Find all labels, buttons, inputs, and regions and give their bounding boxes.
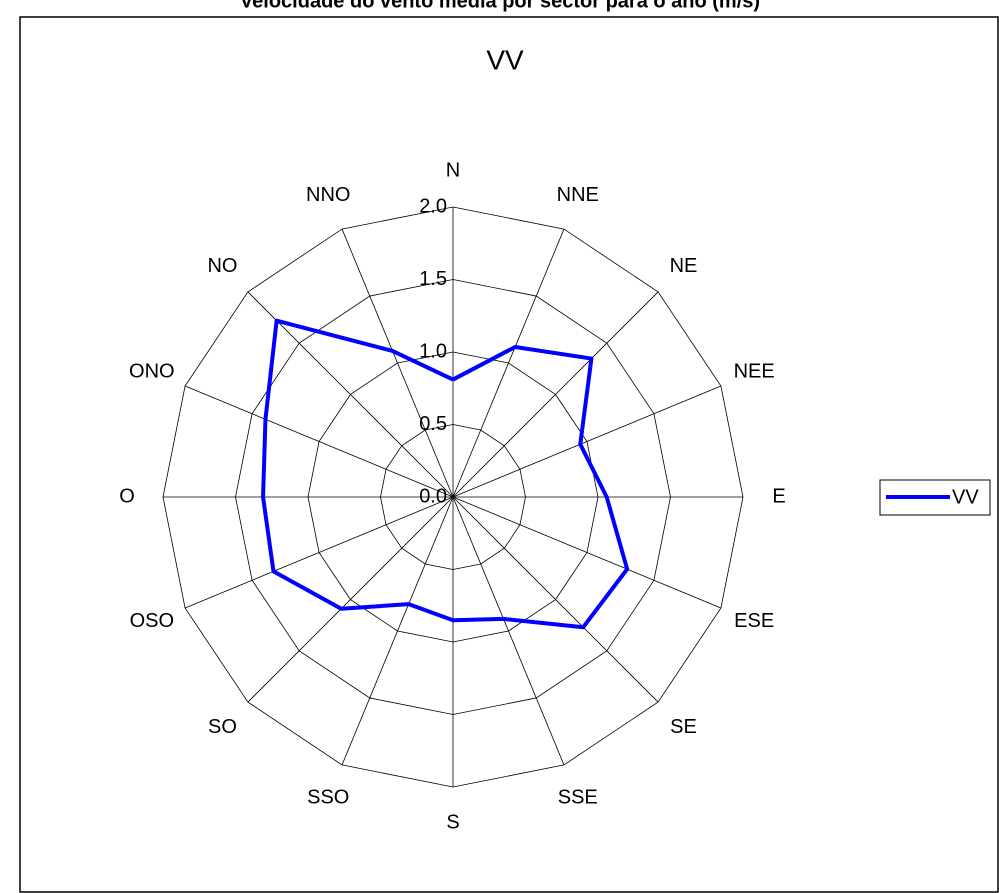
category-label: SO <box>208 716 237 738</box>
spoke <box>247 291 454 498</box>
spoke <box>341 496 454 766</box>
legend-label: VV <box>952 486 979 508</box>
category-label: N <box>446 159 460 181</box>
category-label: NNE <box>557 184 599 206</box>
spoke <box>452 228 565 498</box>
category-label: E <box>772 485 785 507</box>
category-label: ONO <box>129 361 175 383</box>
spoke <box>452 496 565 766</box>
category-label: NEE <box>734 361 775 383</box>
category-label: NE <box>670 255 698 277</box>
category-label: S <box>446 811 459 833</box>
r-tick-label: 0.0 <box>419 485 447 507</box>
category-label: OSO <box>130 610 174 632</box>
category-label: SSE <box>558 786 598 808</box>
category-label: ESE <box>734 610 774 632</box>
spoke <box>184 496 454 609</box>
chart-title: VV <box>486 44 524 75</box>
series-line <box>261 318 630 630</box>
spoke <box>184 385 454 498</box>
category-label: NO <box>207 255 237 277</box>
category-label: NNO <box>306 184 350 206</box>
r-tick-label: 1.0 <box>419 340 447 362</box>
category-label: O <box>119 485 135 507</box>
spoke <box>452 385 722 498</box>
category-label: SSO <box>307 786 349 808</box>
r-tick-label: 1.5 <box>419 268 447 290</box>
r-tick-label: 0.5 <box>419 413 447 435</box>
r-tick-label: 2.0 <box>419 195 447 217</box>
chart-border <box>19 16 999 893</box>
spoke <box>452 496 659 703</box>
spoke <box>452 496 722 609</box>
page-title: Velocidade do vento média por sector par… <box>240 0 760 12</box>
category-label: SE <box>670 716 697 738</box>
spoke <box>341 228 454 498</box>
spoke <box>452 291 659 498</box>
spoke <box>247 496 454 703</box>
